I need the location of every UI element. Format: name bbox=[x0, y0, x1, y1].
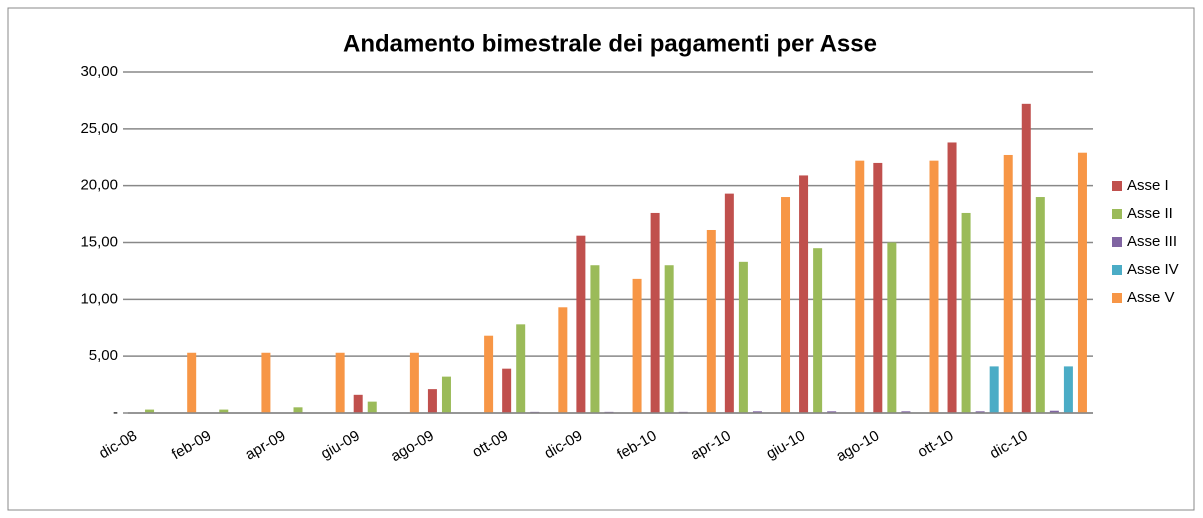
bar bbox=[1035, 197, 1045, 413]
bar bbox=[576, 235, 586, 413]
bar bbox=[813, 248, 823, 413]
y-tick-label: 30,00 bbox=[80, 63, 118, 80]
bar bbox=[409, 352, 419, 413]
bar bbox=[441, 376, 451, 413]
bar bbox=[632, 278, 642, 413]
bar bbox=[516, 324, 526, 413]
bar bbox=[799, 175, 809, 413]
bar bbox=[1077, 152, 1087, 413]
bar bbox=[724, 193, 734, 413]
bar bbox=[961, 212, 971, 413]
bar bbox=[887, 242, 897, 413]
bar bbox=[901, 411, 911, 413]
bar bbox=[1049, 410, 1059, 413]
legend-label: Asse III bbox=[1127, 233, 1177, 250]
bar bbox=[664, 265, 674, 413]
y-tick-label: 20,00 bbox=[80, 177, 118, 194]
legend-swatch bbox=[1112, 181, 1122, 191]
bar bbox=[558, 307, 568, 413]
bar bbox=[752, 411, 762, 413]
legend-label: Asse IV bbox=[1127, 261, 1179, 278]
y-tick-label: 5,00 bbox=[89, 347, 118, 364]
chart-border bbox=[7, 7, 1195, 511]
y-tick-label: 15,00 bbox=[80, 233, 118, 250]
bar bbox=[650, 212, 660, 413]
legend-swatch bbox=[1112, 265, 1122, 275]
bar bbox=[145, 409, 155, 413]
bar bbox=[706, 229, 716, 413]
bar bbox=[1063, 366, 1073, 413]
legend-swatch bbox=[1112, 237, 1122, 247]
bar bbox=[293, 407, 303, 413]
chart-title: Andamento bimestrale dei pagamenti per A… bbox=[343, 30, 877, 57]
bar bbox=[261, 352, 271, 413]
bar bbox=[187, 352, 197, 413]
bar bbox=[502, 368, 512, 413]
bar bbox=[367, 401, 377, 413]
y-tick-label: - bbox=[113, 404, 118, 421]
legend-label: Asse I bbox=[1127, 177, 1169, 194]
bar bbox=[335, 352, 345, 413]
bar bbox=[781, 197, 791, 413]
legend-swatch bbox=[1112, 293, 1122, 303]
bar bbox=[738, 261, 748, 413]
bar bbox=[947, 142, 957, 413]
bar bbox=[873, 162, 883, 413]
bar bbox=[827, 411, 837, 413]
legend-label: Asse V bbox=[1127, 289, 1175, 306]
legend-label: Asse II bbox=[1127, 205, 1173, 222]
bar bbox=[590, 265, 600, 413]
y-tick-label: 10,00 bbox=[80, 290, 118, 307]
bar bbox=[989, 366, 999, 413]
legend-swatch bbox=[1112, 209, 1122, 219]
bar bbox=[1003, 154, 1013, 413]
bar bbox=[219, 409, 229, 413]
bar bbox=[427, 389, 437, 413]
y-tick-label: 25,00 bbox=[80, 120, 118, 137]
bar bbox=[1021, 103, 1031, 414]
bar bbox=[484, 335, 494, 413]
bar bbox=[855, 160, 865, 413]
bar bbox=[975, 411, 985, 413]
bar bbox=[353, 394, 363, 413]
bar bbox=[929, 160, 939, 413]
